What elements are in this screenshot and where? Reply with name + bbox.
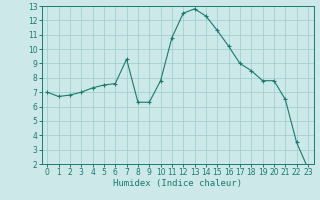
X-axis label: Humidex (Indice chaleur): Humidex (Indice chaleur) (113, 179, 242, 188)
